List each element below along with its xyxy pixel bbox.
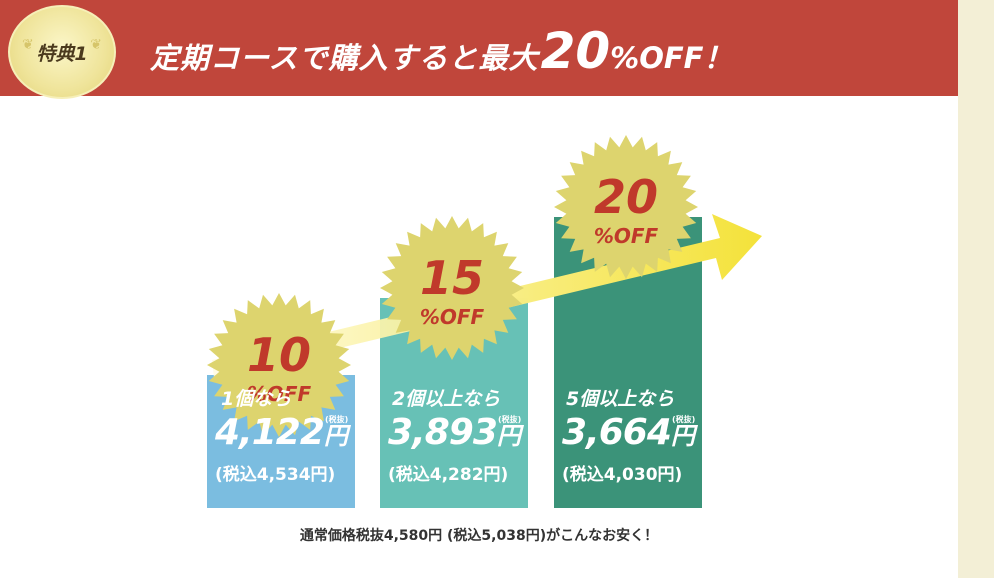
tier-3-price: 3,664円	[562, 412, 695, 453]
tier-2-yen: 円	[496, 422, 521, 450]
headline-suffix: %OFF！	[610, 41, 733, 75]
discount-burst-3	[554, 135, 698, 279]
discount-off-label-2: %OFF	[420, 305, 485, 329]
discount-percent-2: 15	[420, 251, 484, 305]
laurel-right-icon: ❦	[90, 37, 102, 53]
regular-price-footnote: 通常価格税抜4,580円 (税込5,038円)がこんなお安く！	[299, 528, 659, 544]
tier-3-quantity: 5個以上なら	[566, 388, 675, 410]
tier-3-yen: 円	[670, 422, 695, 450]
discount-burst-1	[207, 293, 351, 437]
tier-1-tax-included: (税込4,534円)	[215, 465, 336, 485]
badge-medal: ❦ 特典1 ❦	[8, 5, 116, 99]
badge-label: 特典1	[36, 42, 88, 65]
tier-3-tax-included: (税込4,030円)	[562, 465, 683, 485]
tier-1-yen: 円	[323, 422, 348, 450]
tier-1-price: 4,122円	[215, 412, 348, 453]
side-background	[958, 0, 994, 578]
headline-number: 20	[540, 22, 611, 80]
tier-2-quantity: 2個以上なら	[392, 388, 501, 410]
headline: 定期コースで購入すると最大 20 %OFF！	[150, 22, 733, 80]
tier-2-price-value: 3,893	[388, 412, 498, 453]
tier-2-tax-included: (税込4,282円)	[388, 465, 509, 485]
discount-percent-1: 10	[247, 328, 311, 382]
headline-prefix: 定期コースで購入すると最大	[150, 41, 539, 75]
discount-percent-3: 20	[594, 170, 658, 224]
discount-off-label-3: %OFF	[594, 224, 659, 248]
tier-1-tax-note: (税抜)	[325, 415, 349, 424]
offer-header: ❦ 特典1 ❦ 定期コースで購入すると最大 20 %OFF！	[0, 0, 958, 99]
tier-3-tax-note: (税抜)	[672, 415, 696, 424]
tier-1-price-value: 4,122	[215, 412, 325, 453]
tier-3-price-value: 3,664	[562, 412, 672, 453]
discount-burst-2	[380, 216, 524, 360]
discount-off-label-1: %OFF	[247, 382, 312, 406]
tier-2-price: 3,893円	[388, 412, 521, 453]
tier-1-quantity: 1個なら	[221, 388, 292, 410]
laurel-left-icon: ❦	[22, 37, 34, 53]
tier-2-tax-note: (税抜)	[498, 415, 522, 424]
